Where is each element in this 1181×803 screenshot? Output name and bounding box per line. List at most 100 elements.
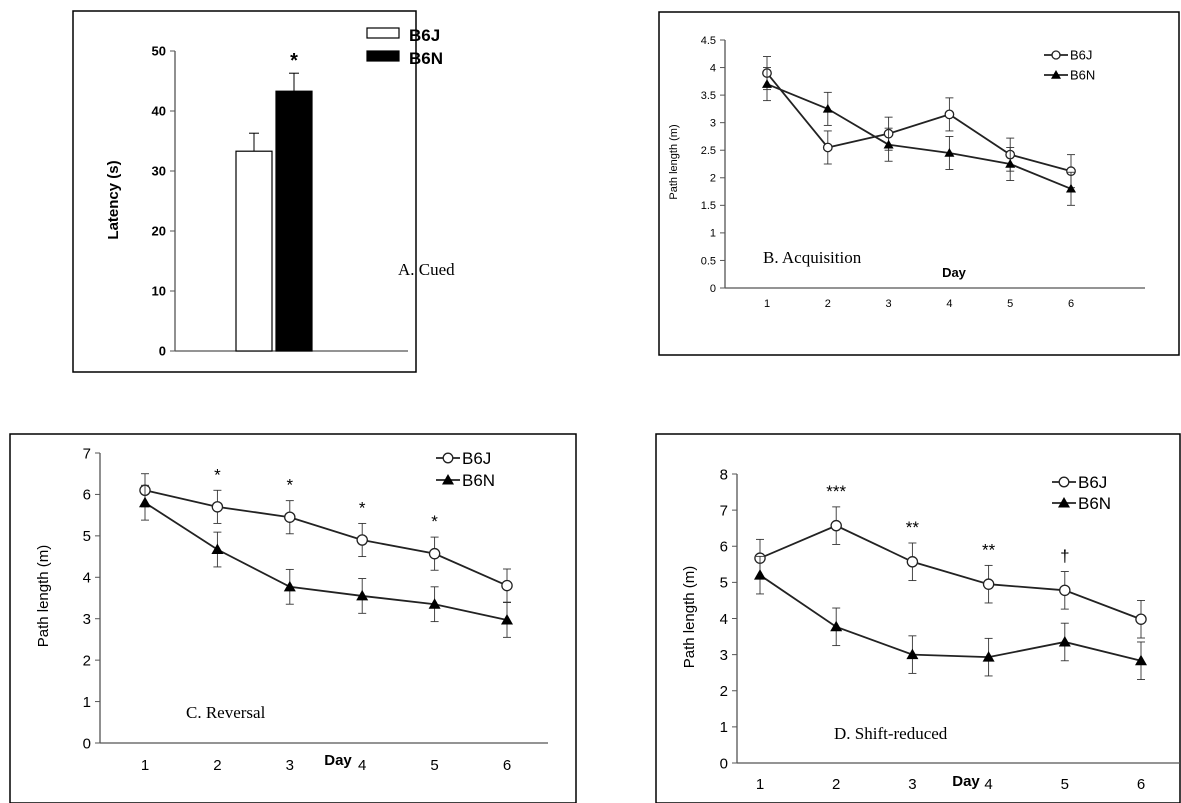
legend-marker [1051,50,1061,60]
significance-marker: ** [906,518,920,537]
significance-marker: * [214,465,221,484]
legend-label-b6j: B6J [1070,48,1092,63]
significance-marker: * [431,512,438,531]
y-tick-label: 0 [83,735,91,752]
x-tick-label: 4 [984,776,992,793]
significance-marker: ** [982,540,996,559]
panel-label: A. Cued [398,260,455,279]
y-tick-label: 3 [720,647,728,664]
x-tick-label: 4 [946,298,952,310]
y-tick-label: 7 [83,445,91,462]
series-line [766,83,1072,190]
y-axis-label: Path length (m) [668,124,680,199]
chart-panel-a: 0 10 20 30 40 50 Latency (s) A. Cued B6J B6N * [72,10,455,373]
legend-label-b6j: B6J [462,449,491,468]
y-axis-label: Path length (m) [35,545,52,648]
series-line [759,524,1142,621]
x-tick-label: 6 [503,757,511,774]
y-axis-label: Latency (s) [105,160,122,239]
legend-label-b6n: B6N [462,471,495,490]
y-tick-label: 1 [710,228,716,240]
data-point [1135,613,1147,625]
chart-panel-d: 0 1 2 3 4 5 6 7 8 Path length (m) D. Shift-reduced… [655,433,1181,803]
data-point [982,651,995,662]
y-tick-label: 4 [710,62,716,74]
x-tick-label: 1 [764,298,770,310]
chart-panel-c: 0 1 2 3 4 5 6 7 Path length (m) C. Reversal 1 2 3 4 5 6… [9,433,577,803]
significance-marker: * [359,498,366,517]
data-point [982,578,995,590]
data-point [211,543,224,555]
panel-border [9,433,577,803]
y-tick-label: 4.5 [701,35,716,47]
x-tick-label: 6 [1137,776,1145,793]
y-tick-label: 3.5 [701,90,716,102]
legend-marker [442,474,454,485]
data-point [754,569,766,580]
x-tick-label: 2 [213,757,221,774]
significance-marker: *** [826,482,846,501]
panel-border [72,10,417,373]
panel-label: B. Acquisition [763,248,862,267]
y-tick-label: 1 [83,694,91,711]
y-tick-label: 1 [720,719,728,736]
data-point [501,613,513,625]
legend-label-b6n: B6N [1070,68,1095,83]
y-tick-label: 2.5 [701,145,716,157]
data-point [283,580,296,592]
x-tick-label: 1 [756,776,764,793]
y-tick-label: 40 [152,104,166,119]
data-point [830,519,842,532]
data-point [284,511,296,523]
x-tick-label: 5 [1007,298,1013,310]
y-tick-label: 3 [710,118,716,130]
legend-marker [442,452,454,464]
legend-marker [1058,476,1070,488]
data-point [211,501,224,513]
data-point [822,142,833,153]
significance-marker: † [1060,547,1069,566]
data-point [906,556,919,568]
x-tick-label: 3 [908,776,916,793]
x-axis-label: Day [324,752,352,769]
series-b6n [754,555,1147,681]
y-tick-label: 7 [720,502,728,519]
y-tick-label: 5 [720,575,728,592]
series-b6j [754,506,1147,639]
series-b6n [762,67,1076,206]
legend-label-b6n: B6N [409,49,443,68]
x-tick-label: 2 [832,776,840,793]
data-point [501,579,513,592]
data-point [1059,584,1071,597]
legend-swatch-b6n [366,50,400,62]
y-tick-label: 6 [83,487,91,504]
x-tick-label: 1 [141,757,149,774]
x-tick-label: 6 [1068,298,1074,310]
data-point [830,620,843,632]
y-tick-label: 0 [710,283,716,295]
y-axis-label: Path length (m) [681,566,698,669]
data-point [356,589,369,601]
y-tick-label: 1.5 [701,200,716,212]
series-line [766,72,1072,173]
x-axis-label: Day [942,265,967,280]
series-line [144,501,508,621]
panel-label: C. Reversal [186,703,266,722]
legend-marker [1051,70,1061,79]
data-point [139,496,151,508]
legend-swatch-b6j [366,27,400,39]
panel-border [655,433,1181,803]
y-tick-label: 5 [83,528,91,545]
y-tick-label: 30 [152,164,166,179]
data-point [356,534,368,546]
data-point [1058,635,1071,647]
x-axis-label: Day [952,773,980,790]
chart-panel-b: 0 0.5 1 1.5 2 2.5 3 3.5 4 4.5 Path length (m) B. Ac… [658,11,1180,356]
significance-marker: * [286,476,293,495]
series-b6n [139,484,513,638]
x-tick-label: 5 [1061,776,1069,793]
x-tick-label: 3 [886,298,892,310]
data-point [883,139,894,149]
y-tick-label: 2 [720,683,728,700]
